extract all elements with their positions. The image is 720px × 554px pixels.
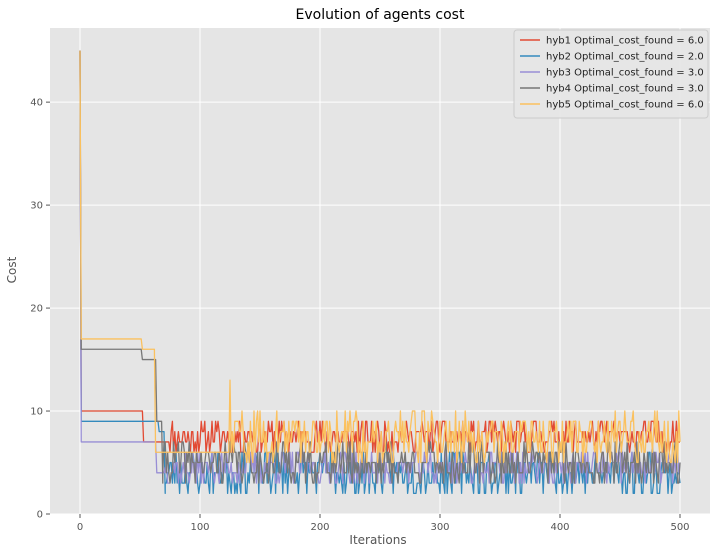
y-tick-label: 0: [37, 510, 43, 521]
y-tick-label: 20: [30, 304, 43, 315]
legend-label: hyb5 Optimal_cost_found = 6.0: [546, 100, 704, 111]
legend-label: hyb4 Optimal_cost_found = 3.0: [546, 84, 704, 95]
legend: hyb1 Optimal_cost_found = 6.0 hyb2 Optima…: [513, 29, 709, 119]
x-tick-label: 400: [550, 522, 569, 533]
x-tick-label: 200: [310, 522, 329, 533]
y-axis-label: Cost: [5, 256, 19, 283]
y-axis-ticks: 0 10 20 30 40: [30, 98, 50, 521]
x-axis-ticks: 0 100 200 300 400 500: [77, 514, 690, 533]
x-tick-label: 100: [190, 522, 209, 533]
x-tick-label: 500: [670, 522, 689, 533]
y-tick-label: 10: [30, 407, 43, 418]
x-axis-label: Iterations: [349, 533, 406, 547]
legend-box: [513, 29, 709, 119]
y-tick-label: 30: [30, 201, 43, 212]
legend-label: hyb1 Optimal_cost_found = 6.0: [546, 36, 704, 47]
x-tick-label: 300: [430, 522, 449, 533]
legend-label: hyb3 Optimal_cost_found = 3.0: [546, 68, 704, 79]
legend-label: hyb2 Optimal_cost_found = 2.0: [546, 52, 704, 63]
series-line: [79, 50, 681, 484]
y-tick-label: 40: [30, 98, 43, 109]
series-line: [79, 50, 681, 484]
series-lines: [79, 50, 681, 495]
chart-title: Evolution of agents cost: [296, 7, 465, 23]
x-tick-label: 0: [77, 522, 83, 533]
series-line: [79, 50, 681, 464]
